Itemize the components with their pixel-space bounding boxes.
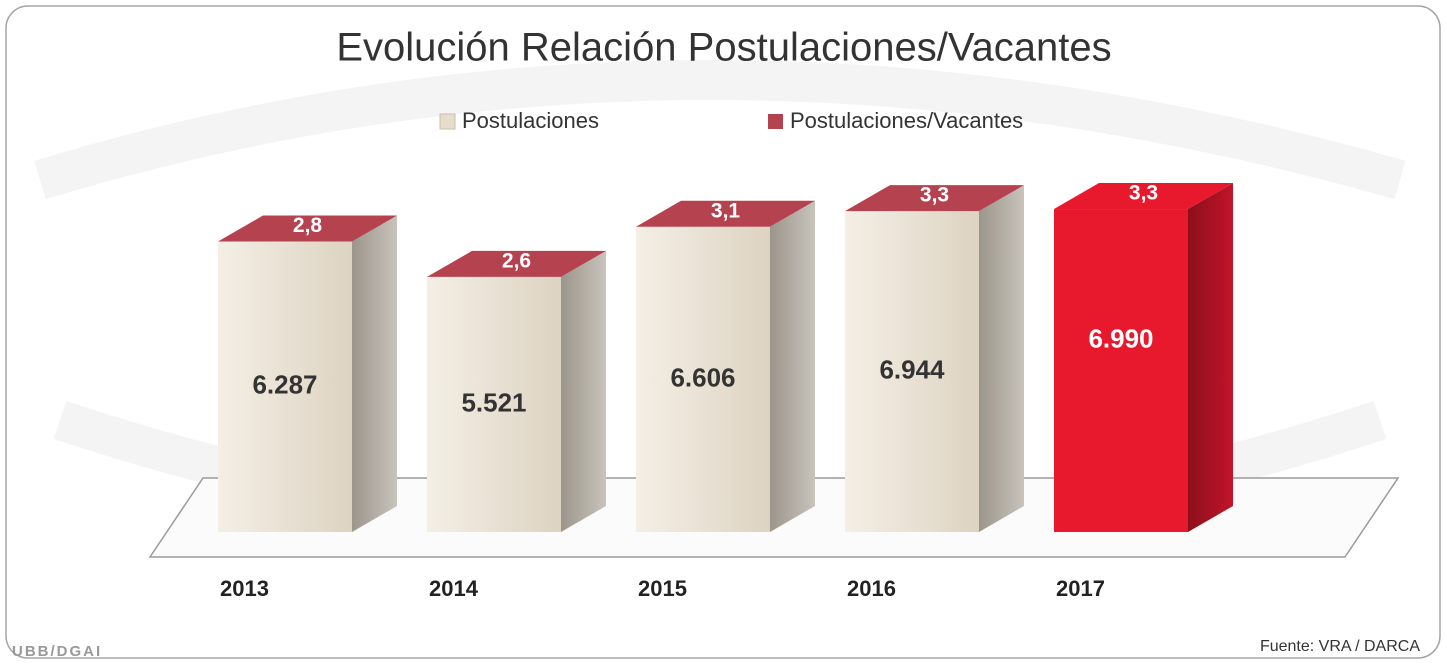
ratio-cap xyxy=(218,215,397,242)
value-label: 5.521 xyxy=(461,387,526,417)
value-label: 6.287 xyxy=(252,370,317,400)
value-label: 6.944 xyxy=(879,354,945,384)
bar xyxy=(427,276,561,532)
source-note: Fuente: VRA / DARCA xyxy=(1260,638,1420,655)
value-label: 6.606 xyxy=(670,362,735,392)
ratio-cap xyxy=(1054,183,1233,210)
legend-label: Postulaciones xyxy=(462,108,599,133)
x-tick-label: 2015 xyxy=(638,576,687,601)
bar xyxy=(845,211,979,532)
x-tick-label: 2016 xyxy=(847,576,896,601)
bar-side xyxy=(352,215,397,533)
x-tick-label: 2017 xyxy=(1056,576,1105,601)
ratio-cap xyxy=(636,200,815,227)
ratio-label: 3,1 xyxy=(711,199,741,222)
legend-swatch xyxy=(439,113,456,130)
value-label: 6.990 xyxy=(1088,323,1153,353)
legend-swatch xyxy=(768,114,783,129)
ratio-label: 3,3 xyxy=(920,184,949,207)
ratio-cap xyxy=(427,250,606,277)
bar-side xyxy=(979,185,1024,532)
ratio-cap xyxy=(845,185,1024,212)
legend-label: Postulaciones/Vacantes xyxy=(790,108,1023,133)
ratio-label: 2,8 xyxy=(293,214,323,237)
bar xyxy=(636,226,770,532)
ratio-label: 3,3 xyxy=(1129,182,1158,205)
x-tick-label: 2013 xyxy=(220,576,269,601)
logo: UBB/DGAI xyxy=(12,643,102,660)
bar-side xyxy=(561,250,606,532)
ratio-label: 2,6 xyxy=(502,249,531,272)
x-tick-label: 2014 xyxy=(429,576,479,601)
bar xyxy=(1054,209,1188,532)
bar xyxy=(218,241,352,533)
bar-side xyxy=(770,200,815,532)
chart-title: Evolución Relación Postulaciones/Vacante… xyxy=(336,26,1111,70)
bar-side xyxy=(1188,183,1233,532)
